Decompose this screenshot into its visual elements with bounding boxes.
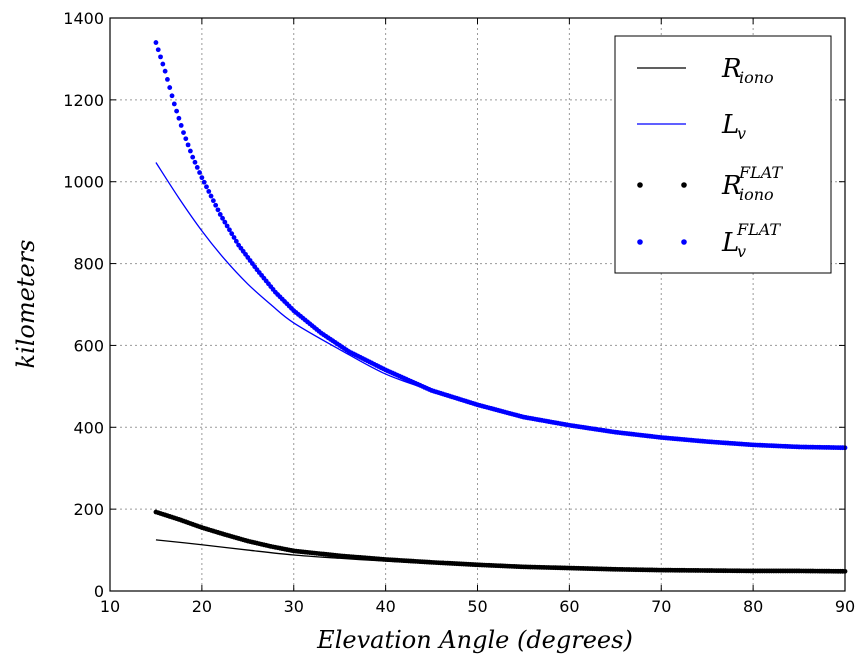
y-tick-label: 600 — [73, 336, 104, 355]
x-axis-label: Elevation Angle (degrees) — [316, 626, 633, 654]
x-tick-label: 50 — [467, 597, 487, 616]
y-tick-label: 1400 — [63, 9, 104, 28]
x-tick-label: 10 — [100, 597, 120, 616]
series-3-point — [174, 108, 180, 114]
x-tick-label: 40 — [375, 597, 395, 616]
series-3-point — [169, 93, 175, 99]
series-3-point — [201, 179, 207, 185]
series-3-point — [213, 202, 219, 208]
y-tick-label: 0 — [94, 582, 104, 601]
legend-label: L — [721, 110, 739, 140]
series-3-point — [183, 136, 189, 142]
series-3-point — [208, 193, 214, 199]
y-tick-label: 1000 — [63, 173, 104, 192]
data-series — [153, 40, 848, 574]
series-3-point — [178, 123, 184, 128]
legend-label: R — [721, 54, 742, 84]
series-3-point — [185, 142, 191, 148]
y-tick-label: 1200 — [63, 91, 104, 110]
y-tick-label: 800 — [73, 255, 104, 274]
series-3-point — [158, 54, 163, 60]
series-3-point — [190, 154, 196, 160]
series-3-point — [197, 170, 202, 175]
series-3-point — [192, 159, 198, 165]
legend-dot-swatch — [637, 239, 643, 245]
series-3-point — [160, 61, 166, 67]
y-tick-label: 400 — [73, 418, 104, 437]
series-3-point — [187, 148, 193, 154]
series-3-point — [227, 227, 232, 233]
x-tick-label: 60 — [559, 597, 579, 616]
series-3-point — [155, 47, 161, 53]
legend-label-superscript: FLAT — [736, 220, 781, 239]
series-3-point — [194, 164, 200, 170]
series-3-point — [153, 40, 159, 45]
series-3-point — [233, 238, 239, 244]
series-3-point — [162, 68, 168, 74]
series-3-point — [217, 212, 223, 217]
series-3-point — [176, 115, 182, 121]
series-3-point — [222, 219, 228, 225]
axis-ticks: 10 20 30 40 50 60 70 80 90 0 200 400 600 800 1000 1200 1… — [63, 9, 855, 616]
series-3-point — [206, 189, 212, 194]
series-3-point — [220, 215, 225, 221]
series-3-point — [210, 198, 216, 204]
series-3-point — [199, 175, 205, 181]
series-3-point — [165, 76, 170, 82]
legend-label-subscript: iono — [739, 68, 774, 87]
y-axis-label: kilometers — [12, 240, 40, 369]
x-tick-label: 70 — [651, 597, 671, 616]
legend-label: L — [721, 228, 739, 258]
series-3-point — [181, 130, 186, 136]
legend-dot-swatch — [681, 239, 687, 245]
y-tick-label: 200 — [73, 500, 104, 519]
series-3-point — [204, 184, 209, 190]
legend-label: R — [721, 171, 742, 201]
x-tick-label: 20 — [192, 597, 212, 616]
series-3-point — [231, 235, 237, 240]
series-3-point — [171, 101, 177, 107]
legend-box — [614, 35, 832, 274]
series-3-point — [224, 223, 230, 229]
legend-dot-swatch — [681, 182, 687, 188]
x-tick-label: 90 — [835, 597, 855, 616]
legend-label-subscript: v — [737, 242, 746, 261]
series-3-point — [229, 231, 235, 237]
series-3-point — [215, 207, 221, 213]
legend-label-subscript: v — [737, 124, 746, 143]
legend-label-superscript: FLAT — [738, 163, 783, 182]
x-tick-label: 80 — [743, 597, 763, 616]
x-tick-label: 30 — [284, 597, 304, 616]
series-3-point — [167, 85, 173, 90]
legend-dot-swatch — [637, 182, 643, 188]
legend-label-subscript: iono — [739, 185, 774, 204]
